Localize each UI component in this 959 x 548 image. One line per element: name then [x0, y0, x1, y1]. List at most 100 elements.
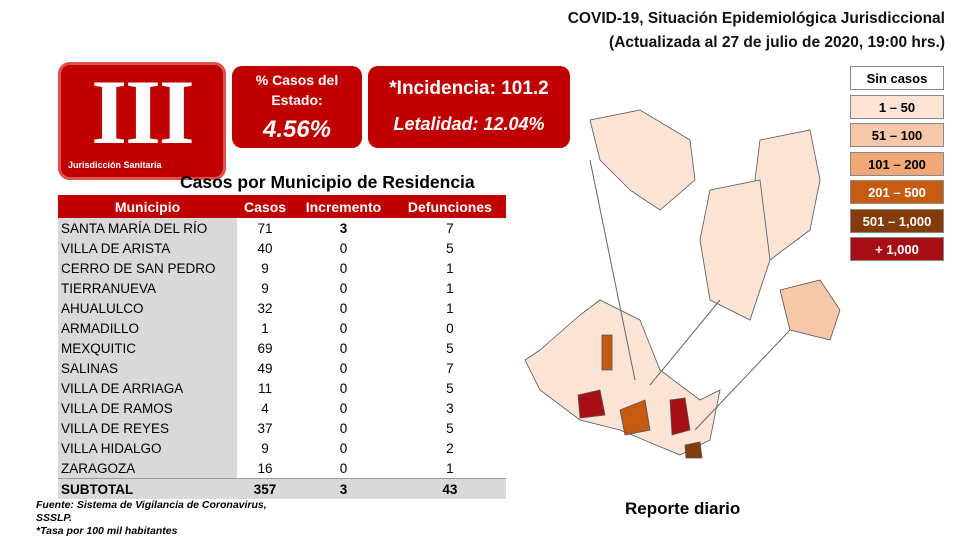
badge-label: Jurisdicción Sanitaria: [68, 160, 162, 170]
table-cell: 3: [339, 220, 348, 236]
incidence: *Incidencia: 101.2: [389, 78, 549, 99]
table-cell: 0: [339, 260, 348, 276]
table-cell: 37: [257, 420, 273, 436]
table-cell: 0: [339, 300, 348, 316]
table-row: VILLA DE ARISTA 40 0 5: [58, 238, 506, 258]
table-cell: 5: [446, 380, 454, 396]
subtotal-cell: 43: [393, 478, 506, 499]
table-cell: 71: [257, 220, 273, 236]
table-row: ARMADILLO 1 0 0: [58, 318, 506, 338]
table-cell: ARMADILLO: [58, 318, 237, 338]
legend-item: 51 – 100: [850, 123, 944, 147]
column-header: Municipio: [58, 195, 237, 218]
state-share-box: % Casos del Estado: 4.56%: [232, 66, 362, 148]
table-cell: 0: [339, 400, 348, 416]
table-cell: 40: [257, 240, 273, 256]
table-row: AHUALULCO 32 0 1: [58, 298, 506, 318]
lethality: Letalidad: 12.04%: [393, 114, 545, 134]
table-cell: 0: [339, 420, 348, 436]
table-cell: AHUALULCO: [58, 298, 237, 318]
table-row: VILLA HIDALGO 9 0 2: [58, 438, 506, 458]
title: COVID-19, Situación Epidemiológica Juris…: [567, 10, 945, 27]
table-cell: 5: [446, 420, 454, 436]
table-row: MEXQUITIC 69 0 5: [58, 338, 506, 358]
table-cell: 1: [446, 300, 454, 316]
table-cell: VILLA DE REYES: [58, 418, 237, 438]
table-cell: 0: [339, 340, 348, 356]
table-cell: VILLA DE ARRIAGA: [58, 378, 237, 398]
badge-numeral: III: [91, 61, 194, 163]
table-cell: 9: [261, 280, 269, 296]
legend-item: 501 – 1,000: [850, 208, 944, 233]
table-cell: 9: [261, 440, 269, 456]
table-cell: 1: [261, 320, 269, 336]
subtotal-cell: 3: [293, 478, 394, 499]
source: Fuente: Sistema de Vigilancia de Coronav…: [36, 499, 267, 511]
table-cell: ZARAGOZA: [58, 458, 237, 479]
subtotal-cell: SUBTOTAL: [58, 478, 237, 499]
table-cell: 0: [339, 380, 348, 396]
legend-item: 101 – 200: [850, 151, 944, 176]
table-row: SALINAS 49 0 7: [58, 358, 506, 378]
subtotal-cell: 357: [237, 478, 294, 499]
table-cell: 5: [446, 240, 454, 256]
table-cell: 0: [339, 360, 348, 376]
table-cell: 32: [257, 300, 273, 316]
legend-item: 1 – 50: [850, 94, 944, 119]
table-cell: 3: [446, 400, 454, 416]
table-cell: TIERRANUEVA: [58, 278, 237, 298]
table-cell: 69: [257, 340, 273, 356]
table-cell: 7: [446, 360, 454, 376]
table-cell: 0: [339, 440, 348, 456]
table-cell: VILLA DE RAMOS: [58, 398, 237, 418]
table-row: VILLA DE REYES 37 0 5: [58, 418, 506, 438]
cases-table: Municipio Casos Incremento Defunciones SANTA…: [58, 195, 506, 499]
table-title: Casos por Municipio de Residencia: [180, 172, 475, 192]
table-cell: 1: [446, 280, 454, 296]
table-cell: 49: [257, 360, 273, 376]
table-cell: 1: [446, 260, 454, 276]
table-cell: 11: [258, 380, 273, 396]
column-header: Casos: [237, 195, 294, 218]
badge: III Jurisdicción Sanitaria: [58, 62, 226, 180]
table-cell: 2: [446, 440, 454, 456]
table-cell: 0: [339, 240, 348, 256]
table-row: SANTA MARÍA DEL RÍO 71 3 7: [58, 218, 506, 238]
legend-item: + 1,000: [850, 237, 944, 261]
table-row: ZARAGOZA 16 0 1: [58, 458, 506, 479]
table-cell: 0: [339, 320, 348, 336]
table-row: VILLA DE RAMOS 4 0 3: [58, 398, 506, 418]
table-cell: 0: [446, 320, 454, 336]
table-row: CERRO DE SAN PEDRO 9 0 1: [58, 258, 506, 278]
legend-item: Sin casos: [850, 66, 944, 90]
report-label: Reporte diario: [625, 499, 741, 518]
table-cell: SANTA MARÍA DEL RÍO: [58, 218, 237, 238]
table-cell: 7: [446, 220, 454, 236]
table-cell: 4: [261, 400, 269, 416]
footer: Fuente: Sistema de Vigilancia de Coronav…: [36, 499, 267, 538]
state-share-value: 4.56%: [262, 116, 332, 143]
state-share-label: % Casos del Estado:: [255, 72, 339, 108]
table-cell: 5: [446, 340, 454, 356]
column-header: Incremento: [293, 195, 394, 218]
table-row: TIERRANUEVA 9 0 1: [58, 278, 506, 298]
table-cell: CERRO DE SAN PEDRO: [58, 258, 237, 278]
table-cell: 0: [339, 280, 348, 296]
table-cell: MEXQUITIC: [58, 338, 237, 358]
table-cell: VILLA HIDALGO: [58, 438, 237, 458]
table-cell: 16: [257, 460, 273, 476]
map: [524, 109, 841, 459]
table-cell: 1: [446, 460, 454, 476]
source: SSSLP.: [36, 512, 72, 524]
table-cell: VILLA DE ARISTA: [58, 238, 237, 258]
table-row: VILLA DE ARRIAGA 11 0 5: [58, 378, 506, 398]
table-cell: SALINAS: [58, 358, 237, 378]
legend-item: 201 – 500: [850, 180, 944, 204]
subtitle: (Actualizada al 27 de julio de 2020, 19:…: [609, 34, 945, 51]
rates-box: *Incidencia: 101.2 Letalidad: 12.04%: [368, 66, 570, 148]
note: *Tasa por 100 mil habitantes: [36, 525, 178, 537]
column-header: Defunciones: [393, 195, 506, 218]
table-cell: 9: [261, 260, 269, 276]
table-cell: 0: [339, 460, 348, 476]
